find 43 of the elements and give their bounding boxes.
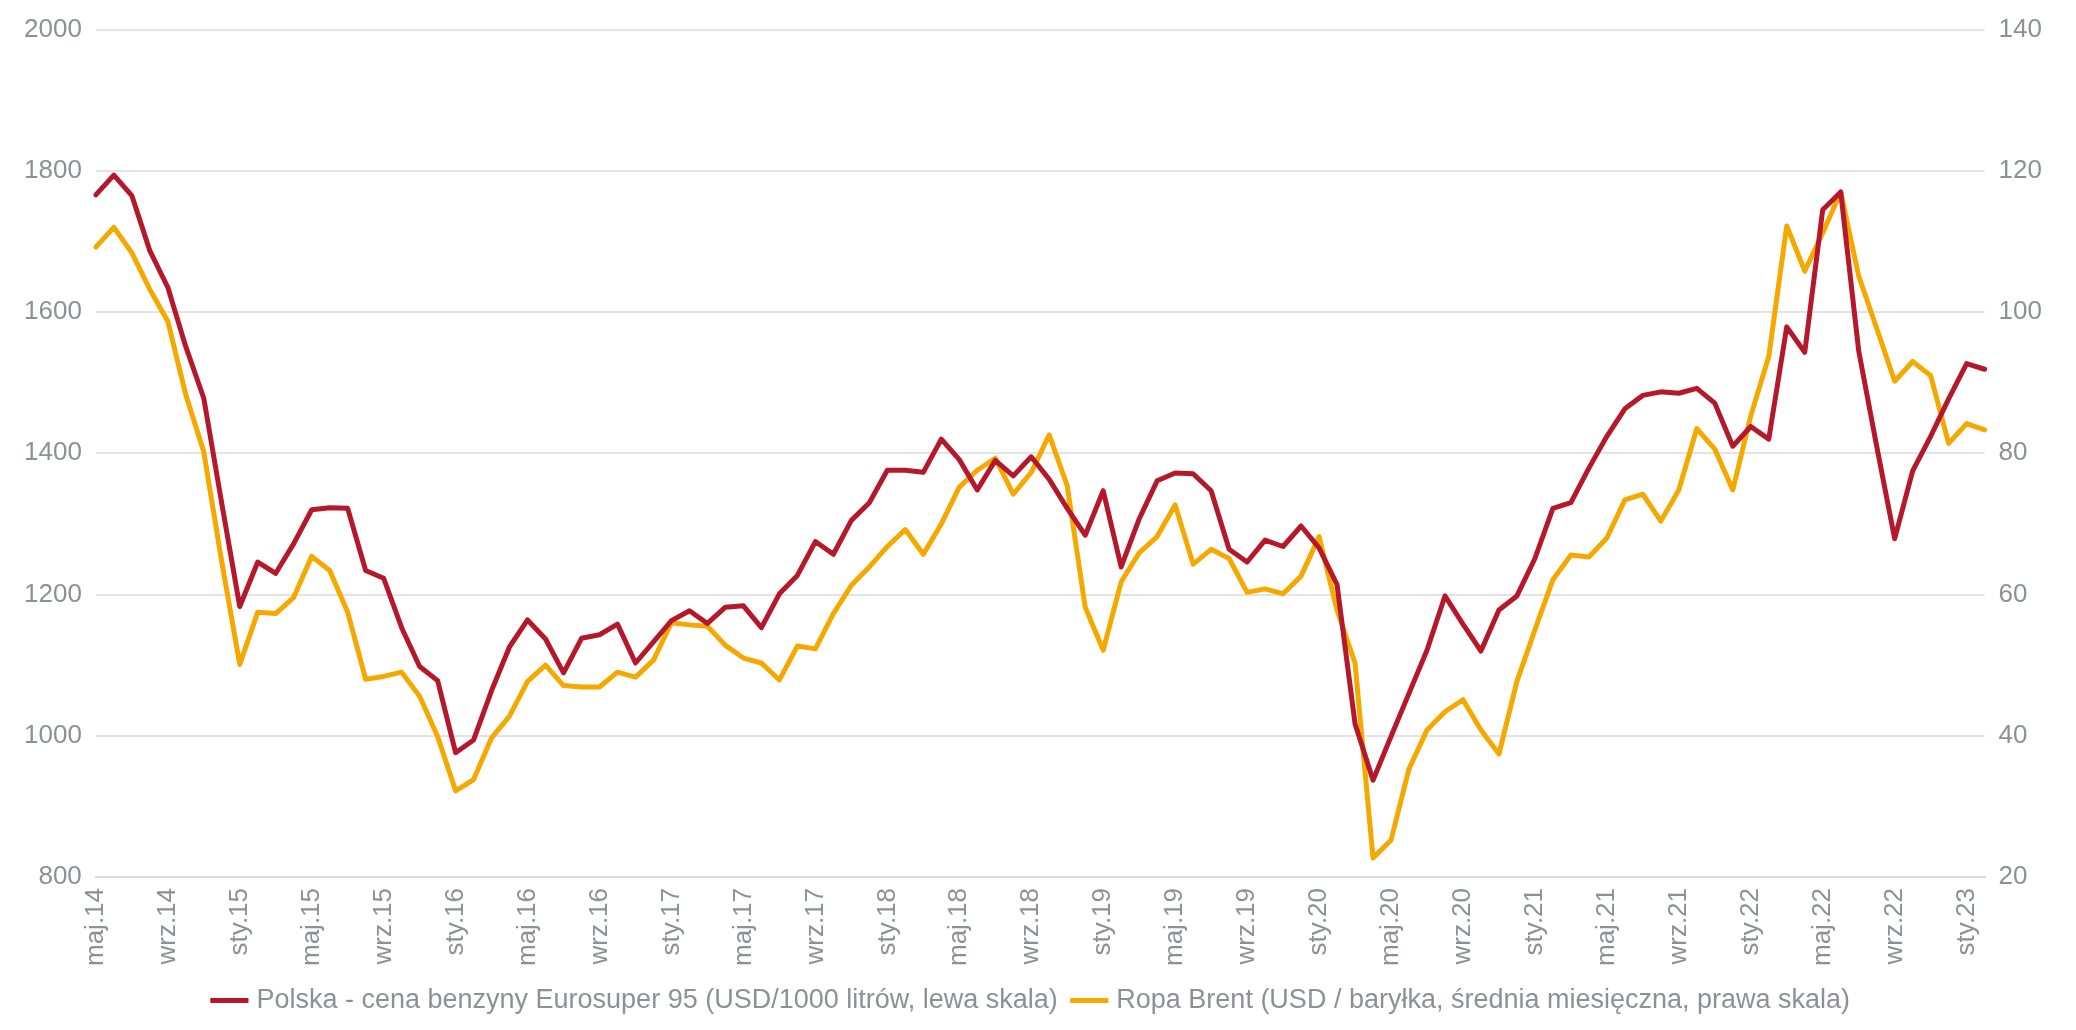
y-tick-label: 800 [38, 860, 82, 891]
x-tick-label: maj.20 [1374, 887, 1405, 967]
x-tick-label: sty.19 [1086, 887, 1117, 956]
x-tick-label: sty.21 [1518, 887, 1549, 956]
x-tick-label: maj.21 [1590, 887, 1621, 967]
x-tick-label: sty.20 [1302, 887, 1333, 956]
y2-tick-label: 60 [1998, 577, 2028, 608]
x-tick-label: sty.16 [438, 887, 469, 956]
x-tick-label: sty.17 [654, 887, 685, 956]
x-tick-label: wrz.20 [1446, 887, 1477, 966]
y2-tick-label: 100 [1998, 295, 2043, 326]
x-tick-label: wrz.15 [366, 887, 397, 966]
x-tick-label: wrz.18 [1014, 887, 1045, 966]
legend-label: Polska - cena benzyny Eurosuper 95 (USD/1000 litrów, lewa skala) [256, 983, 1058, 1014]
x-tick-label: maj.18 [942, 887, 973, 967]
y-tick-label: 1600 [24, 295, 82, 326]
y2-tick-label: 120 [1998, 154, 2043, 184]
y-tick-label: 1400 [24, 436, 82, 467]
x-tick-label: wrz.19 [1230, 887, 1261, 966]
x-tick-label: maj.14 [79, 887, 110, 967]
y-tick-label: 2000 [24, 12, 82, 43]
y2-tick-label: 140 [1998, 12, 2043, 43]
x-tick-label: maj.22 [1805, 887, 1836, 967]
x-tick-label: sty.22 [1733, 887, 1764, 956]
x-tick-label: maj.15 [294, 887, 325, 967]
y2-tick-label: 20 [1998, 860, 2028, 891]
y-tick-label: 1200 [24, 577, 82, 608]
y2-tick-label: 80 [1998, 436, 2028, 467]
x-tick-label: wrz.16 [582, 887, 613, 966]
legend-label: Ropa Brent (USD / baryłka, średnia miesięczna, prawa skala) [1116, 983, 1851, 1014]
y-tick-label: 1000 [24, 718, 82, 749]
x-tick-label: wrz.17 [798, 887, 829, 966]
x-tick-label: sty.18 [870, 887, 901, 956]
x-tick-label: wrz.22 [1877, 887, 1908, 966]
x-tick-label: maj.16 [510, 887, 541, 967]
x-tick-label: maj.17 [726, 887, 757, 967]
x-tick-label: wrz.21 [1661, 887, 1692, 966]
y2-tick-label: 40 [1998, 718, 2028, 749]
x-tick-label: wrz.14 [150, 887, 181, 966]
x-tick-label: sty.15 [222, 887, 253, 956]
x-tick-label: sty.23 [1949, 887, 1980, 956]
y-tick-label: 1800 [24, 154, 82, 184]
x-tick-label: maj.19 [1158, 887, 1189, 967]
